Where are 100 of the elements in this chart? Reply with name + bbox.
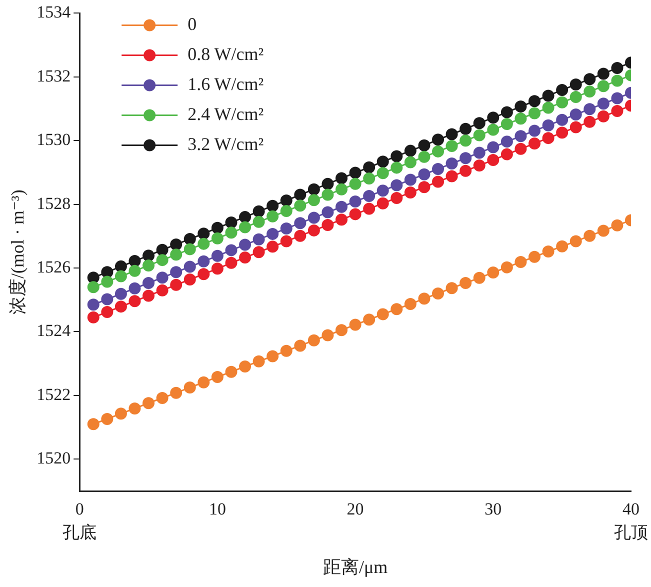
point	[101, 266, 114, 278]
point	[322, 188, 334, 201]
point	[266, 240, 279, 253]
point	[349, 195, 362, 208]
point	[294, 200, 306, 212]
point	[363, 314, 376, 326]
point	[170, 266, 182, 278]
point	[584, 86, 596, 98]
point	[597, 110, 610, 122]
point	[404, 298, 416, 310]
text: 孔顶	[614, 522, 648, 542]
point	[611, 92, 624, 104]
point	[101, 306, 114, 318]
point	[556, 126, 568, 139]
point	[308, 224, 320, 236]
point	[142, 277, 155, 289]
point	[418, 181, 430, 194]
point	[570, 108, 582, 120]
point	[542, 90, 554, 102]
point	[225, 366, 238, 378]
point	[570, 78, 582, 91]
point	[418, 139, 430, 152]
point	[87, 311, 100, 324]
point	[432, 288, 444, 300]
point	[211, 232, 224, 244]
point	[198, 255, 210, 268]
point	[514, 256, 527, 268]
y-tick-label: 1532	[36, 66, 71, 86]
point	[280, 205, 292, 218]
y-tick-label: 1520	[36, 448, 71, 468]
point	[390, 150, 403, 162]
point	[611, 104, 624, 117]
point	[170, 278, 182, 291]
point	[446, 158, 458, 170]
legend-label: 1.6 W/cm²	[188, 74, 264, 94]
point	[128, 264, 141, 277]
point	[500, 106, 513, 118]
point	[239, 221, 252, 234]
point	[363, 190, 376, 202]
point	[101, 276, 114, 288]
legend-label: 0.8 W/cm²	[188, 44, 264, 64]
point	[184, 273, 196, 286]
point	[404, 186, 416, 199]
point	[266, 210, 279, 222]
point	[584, 230, 596, 242]
point	[446, 282, 458, 294]
point	[487, 112, 500, 124]
point	[322, 206, 334, 218]
point	[294, 230, 306, 242]
point	[418, 168, 430, 180]
point	[528, 137, 541, 150]
point	[87, 298, 100, 311]
point	[211, 250, 224, 262]
point	[184, 260, 196, 273]
point	[308, 183, 320, 196]
point	[170, 386, 182, 399]
point	[252, 233, 265, 246]
point	[446, 170, 458, 182]
point	[239, 211, 252, 224]
point	[349, 208, 362, 220]
point	[376, 197, 389, 210]
point	[252, 216, 265, 228]
point	[142, 259, 155, 272]
point	[225, 256, 238, 269]
point	[239, 360, 252, 372]
point	[266, 228, 279, 240]
point	[611, 219, 624, 232]
legend-label: 2.4 W/cm²	[188, 104, 264, 124]
point	[294, 217, 306, 230]
point	[611, 62, 624, 74]
point	[376, 156, 389, 168]
point	[322, 219, 334, 232]
point	[156, 244, 168, 256]
point	[336, 324, 348, 336]
point	[211, 222, 224, 234]
point	[528, 124, 541, 137]
point	[252, 246, 265, 258]
point	[114, 260, 127, 272]
point	[198, 228, 210, 240]
point	[404, 144, 416, 157]
point	[156, 272, 168, 284]
point	[322, 329, 334, 342]
point	[473, 146, 486, 159]
y-tick-label: 1524	[36, 321, 72, 340]
point	[542, 102, 554, 114]
point	[556, 114, 568, 126]
point	[198, 268, 210, 280]
point	[418, 292, 430, 305]
point	[225, 216, 238, 228]
point	[266, 200, 279, 212]
point	[514, 100, 527, 113]
point	[460, 152, 472, 164]
point	[514, 130, 527, 142]
point	[390, 179, 403, 192]
point	[363, 172, 376, 185]
point	[349, 318, 362, 331]
point	[390, 303, 403, 316]
point	[500, 148, 513, 160]
point	[280, 344, 292, 357]
point	[184, 381, 196, 394]
